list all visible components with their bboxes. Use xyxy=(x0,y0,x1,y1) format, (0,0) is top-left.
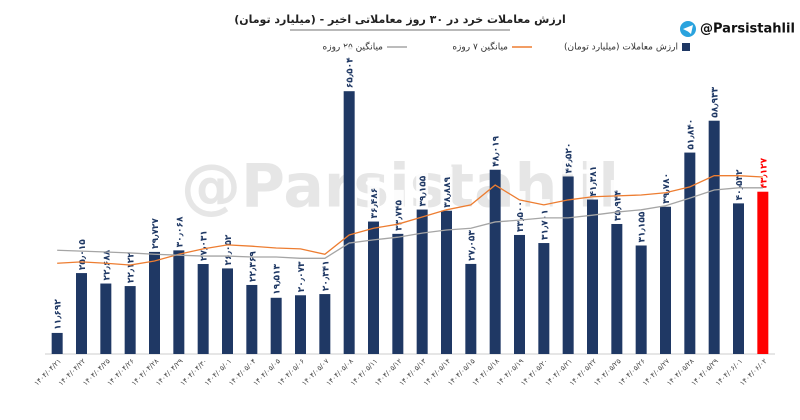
value-label: ۱۱٫۶۹۲ xyxy=(54,299,64,330)
value-label: ۲۰٫۰۷۳ xyxy=(297,261,307,292)
value-label: ۲۵٫۰۱۵ xyxy=(78,239,88,270)
value-label-box xyxy=(756,147,769,190)
legend: ارزش معاملات (میلیارد تومان) میانگین ۷ رو… xyxy=(323,41,690,53)
value-label-box xyxy=(537,199,550,242)
bar xyxy=(295,295,306,354)
value-label-box xyxy=(440,166,453,209)
bar xyxy=(465,263,477,354)
value-label-box xyxy=(367,177,380,220)
value-label-box xyxy=(245,240,258,283)
value-label: ۲۷٫۰۵۳ xyxy=(467,230,477,261)
value-label: ۴۶٫۵۲۰ xyxy=(565,143,575,174)
value-label: ۱۹٫۵۱۳ xyxy=(273,263,283,294)
bar xyxy=(587,199,598,354)
value-label-box xyxy=(732,159,745,202)
bar xyxy=(611,223,623,354)
bar xyxy=(441,210,452,354)
bar xyxy=(708,120,720,354)
legend-swatch xyxy=(682,43,690,51)
bar xyxy=(343,91,355,354)
bar xyxy=(222,268,233,354)
value-label: ۳۹٫۷۸۰ xyxy=(662,173,672,204)
value-label-box xyxy=(294,251,307,294)
bar xyxy=(173,250,185,354)
value-label: ۳۳٫۵۰۰ xyxy=(516,201,526,232)
value-label: ۲۲٫۳۶۹ xyxy=(248,251,258,282)
value-label-box xyxy=(148,207,161,250)
value-label: ۳۵٫۹۴۴ xyxy=(613,190,623,221)
bar xyxy=(392,233,404,354)
value-label-box xyxy=(197,220,210,263)
bar xyxy=(684,152,696,354)
value-label: ۵۱٫۸۴۰ xyxy=(686,119,696,150)
bar xyxy=(733,203,744,354)
value-label: ۳۰٫۰۶۸ xyxy=(175,216,185,247)
value-label-box xyxy=(586,155,599,198)
value-label-box xyxy=(391,189,404,232)
value-label: ۴۰٫۵۳۲ xyxy=(735,169,745,200)
value-label: ۴۱٫۳۸۱ xyxy=(589,166,599,197)
value-label: ۳۶٫۴۸۶ xyxy=(370,188,380,219)
value-label: ۴۳٫۱۲۷ xyxy=(759,157,769,188)
bar xyxy=(514,234,525,354)
line-series xyxy=(57,187,763,259)
value-label: ۲۷٫۰۳۱ xyxy=(200,230,210,261)
value-label: ۳۸٫۸۸۹ xyxy=(443,176,453,207)
value-label: ۵۸٫۹۳۳ xyxy=(711,86,721,117)
value-label-box xyxy=(75,229,88,272)
value-label-box xyxy=(124,242,137,285)
value-label: ۳۱٫۷۰۱ xyxy=(540,209,550,240)
chart-title: ارزش معاملات خرد در ۳۰ روز معاملاتی اخیر… xyxy=(234,13,566,26)
bar xyxy=(100,283,112,354)
value-label-box xyxy=(562,132,575,175)
value-label-box xyxy=(464,219,477,262)
bar xyxy=(368,221,379,354)
bar xyxy=(635,245,647,354)
legend-label: میانگین ۲۵ روزه xyxy=(323,41,384,53)
value-label-box xyxy=(318,250,331,293)
value-label-box xyxy=(172,206,185,249)
bar xyxy=(319,294,331,354)
legend-label: ارزش معاملات (میلیارد تومان) xyxy=(564,43,678,53)
bar xyxy=(149,251,160,354)
value-label-box xyxy=(51,288,64,331)
value-label: ۳۳٫۷۴۵ xyxy=(394,200,404,231)
value-label: ۲۹٫۷۲۷ xyxy=(151,218,161,249)
value-label: ۲۰٫۳۴۱ xyxy=(321,260,331,291)
value-label: ۲۲٫۱۲۲ xyxy=(127,252,137,283)
bar xyxy=(76,273,87,354)
bar xyxy=(246,284,258,354)
value-label: ۲۶٫۰۵۲ xyxy=(224,234,234,265)
bar xyxy=(660,206,671,354)
value-label-box xyxy=(513,190,526,233)
value-label-box xyxy=(489,125,502,168)
bar xyxy=(416,209,428,354)
value-label: ۳۹٫۱۵۵ xyxy=(419,175,429,206)
value-label-box xyxy=(99,239,112,282)
bar xyxy=(562,176,574,354)
value-label-box xyxy=(635,201,648,244)
bar xyxy=(538,243,550,354)
bar xyxy=(757,191,769,354)
brand: @Parsistahlil xyxy=(700,22,795,37)
value-label: ۲۲٫۶۸۸ xyxy=(102,249,112,280)
telegram-plane xyxy=(683,25,693,34)
value-label-box xyxy=(683,108,696,151)
value-label: ۶۵٫۵۰۴ xyxy=(346,57,356,88)
bar xyxy=(124,286,136,354)
value-label-box xyxy=(270,253,283,296)
value-label-box xyxy=(416,165,429,208)
legend-label: میانگین ۷ روزه xyxy=(452,41,508,53)
value-label-box xyxy=(708,76,721,119)
value-label: ۳۱٫۱۵۵ xyxy=(638,211,648,242)
bar xyxy=(197,264,209,354)
bar xyxy=(270,297,282,354)
value-label: ۴۸٫۰۱۹ xyxy=(492,135,502,166)
value-label-box xyxy=(659,162,672,205)
bar xyxy=(51,332,63,354)
value-label-box xyxy=(343,47,356,90)
bar xyxy=(489,169,501,354)
